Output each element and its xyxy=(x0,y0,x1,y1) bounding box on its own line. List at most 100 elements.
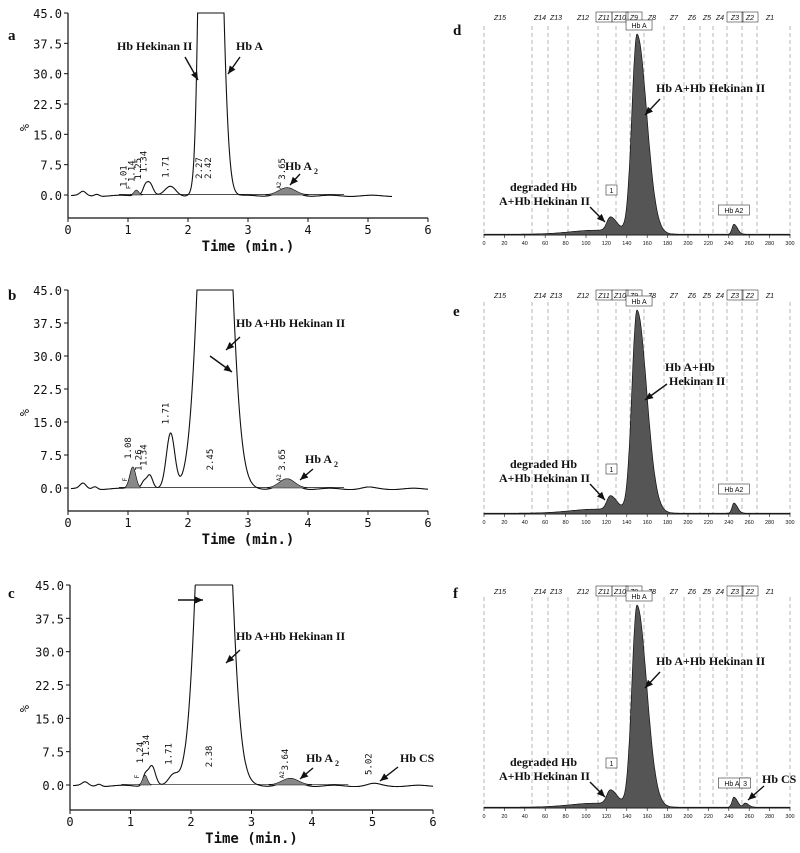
zone-label: Z5 xyxy=(702,15,711,22)
x-tick-label: 160 xyxy=(643,814,652,820)
zone-label: Z3 xyxy=(730,15,739,22)
x-tick-label: 40 xyxy=(522,814,528,820)
y-tick-label: 7.5 xyxy=(40,449,62,463)
annotation-hb-a: Hb A xyxy=(236,39,263,53)
x-tick-label: 2 xyxy=(184,516,191,530)
peak-mark-label: F xyxy=(134,774,141,778)
annotation-hb-a-hb-hekinan-ii: Hb A+Hb Hekinan II xyxy=(236,629,346,643)
x-tick-label: 120 xyxy=(602,241,611,247)
x-tick-label: 60 xyxy=(542,520,548,526)
x-tick-label: 2 xyxy=(184,223,191,237)
y-tick-label: 7.5 xyxy=(42,746,64,760)
x-tick-label: 140 xyxy=(622,520,631,526)
x-tick-label: 4 xyxy=(304,223,311,237)
x-tick-label: 1 xyxy=(124,516,131,530)
x-tick-label: 0 xyxy=(66,815,73,829)
annotation-degraded-hb: degraded Hb xyxy=(510,457,577,471)
peak-box xyxy=(625,295,653,307)
retention-time-label: 1.71 xyxy=(162,403,172,425)
annotation-hb-a2: Hb A xyxy=(285,159,312,173)
x-tick-label: 5 xyxy=(364,223,371,237)
zone-box xyxy=(611,289,629,301)
y-axis-label: % xyxy=(17,409,31,417)
zone-label: Z3 xyxy=(730,293,739,300)
peak-mark-label: F xyxy=(122,477,129,481)
x-tick-label: 300 xyxy=(785,814,794,820)
x-tick-label: 40 xyxy=(522,241,528,247)
annotation-arrow-head xyxy=(228,65,236,74)
zone-label: Z11 xyxy=(597,293,610,300)
annotation-arrow-head xyxy=(645,106,654,115)
x-tick-label: 3 xyxy=(244,516,251,530)
zone-label: Z1 xyxy=(765,15,774,22)
zone-label: Z12 xyxy=(576,15,589,22)
peak-mark-label: A2 xyxy=(279,771,286,779)
x-tick-label: 260 xyxy=(745,814,754,820)
x-tick-label: 240 xyxy=(724,241,733,247)
y-tick-label: 45.0 xyxy=(33,284,62,298)
zone-label: Z4 xyxy=(715,589,724,596)
x-tick-label: 0 xyxy=(482,241,485,247)
y-tick-label: 37.5 xyxy=(33,37,62,51)
y-tick-label: 15.0 xyxy=(33,128,62,142)
zone-label: Z9 xyxy=(629,15,638,22)
shaded-peak xyxy=(268,777,312,786)
y-tick-label: 37.5 xyxy=(35,612,64,626)
x-tick-label: 3 xyxy=(248,815,255,829)
zone-label: Z2 xyxy=(745,589,754,596)
x-tick-label: 220 xyxy=(704,241,713,247)
x-tick-label: 200 xyxy=(683,520,692,526)
x-axis-label: Time (min.) xyxy=(202,239,295,255)
x-tick-label: 100 xyxy=(581,814,590,820)
x-tick-label: 20 xyxy=(501,520,507,526)
annotation-hekinan-ii: Hekinan II xyxy=(669,374,726,388)
x-tick-label: 300 xyxy=(785,241,794,247)
annotation-hb-cs: Hb CS xyxy=(762,772,797,786)
x-tick-label: 280 xyxy=(765,241,774,247)
retention-time-label: 1.34 xyxy=(139,444,149,466)
zone-label: Z7 xyxy=(669,293,679,300)
annotation-arrow-head xyxy=(300,472,309,480)
x-tick-label: 0 xyxy=(482,520,485,526)
x-tick-label: 1 xyxy=(124,223,131,237)
x-tick-label: 220 xyxy=(704,520,713,526)
x-tick-label: 260 xyxy=(745,520,754,526)
annotation-arrow-head xyxy=(596,491,605,500)
retention-time-label: 2.27 xyxy=(195,157,205,179)
peak-box xyxy=(739,777,751,789)
annotation-subscript: 2 xyxy=(335,759,339,768)
zone-label: Z1 xyxy=(765,589,774,596)
x-tick-label: 6 xyxy=(424,516,431,530)
x-tick-label: 0 xyxy=(64,516,71,530)
peak-box xyxy=(605,757,618,769)
x-tick-label: 300 xyxy=(785,520,794,526)
retention-time-label: 2.45 xyxy=(206,449,216,471)
y-tick-label: 15.0 xyxy=(35,712,64,726)
y-tick-label: 0.0 xyxy=(40,189,62,203)
peak-box xyxy=(718,204,750,216)
zone-box xyxy=(726,11,744,23)
x-tick-label: 100 xyxy=(581,520,590,526)
x-tick-label: 5 xyxy=(364,516,371,530)
annotation-arrow-head xyxy=(223,364,232,372)
zone-label: Z6 xyxy=(687,293,696,300)
retention-time-label: 1.14 xyxy=(127,160,137,182)
zone-label: Z12 xyxy=(576,589,589,596)
zone-label: Z10 xyxy=(613,293,626,300)
peak-box xyxy=(625,590,653,602)
x-tick-label: 20 xyxy=(501,814,507,820)
retention-time-label: 5.02 xyxy=(365,753,375,775)
shaded-peak xyxy=(125,466,141,489)
y-axis-label: % xyxy=(17,705,31,713)
y-tick-label: 22.5 xyxy=(33,383,62,397)
peak-box-label: 1 xyxy=(610,467,614,474)
zone-label: Z10 xyxy=(613,15,626,22)
annotation-degraded-hb: degraded Hb xyxy=(510,755,577,769)
annotation-subscript: 2 xyxy=(334,460,338,469)
zone-label: Z7 xyxy=(669,15,679,22)
peak-box-label: Hb A2 xyxy=(724,208,743,215)
electropherogram-trace xyxy=(483,309,791,515)
y-tick-label: 0.0 xyxy=(42,779,64,793)
shaded-peak xyxy=(138,774,152,786)
annotation-arrow-head xyxy=(748,792,757,800)
